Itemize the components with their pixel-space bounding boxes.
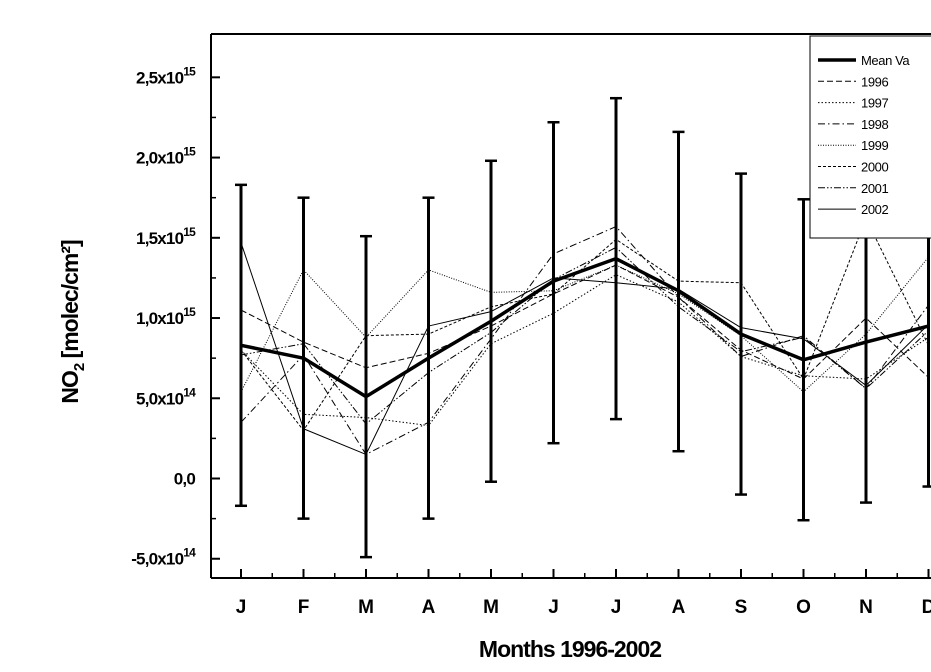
y-tick-label: 1,0x1015 bbox=[136, 305, 196, 328]
series-line-1999 bbox=[240, 256, 929, 393]
legend-label: Mean Va bbox=[861, 53, 910, 68]
x-tick-label: A bbox=[422, 597, 436, 618]
series-line-1998 bbox=[240, 226, 929, 455]
legend-label: 2001 bbox=[861, 181, 888, 196]
series-line-2002 bbox=[240, 242, 929, 455]
y-tick-label: 2,0x1015 bbox=[136, 145, 196, 168]
x-tick-label: J bbox=[548, 597, 559, 618]
legend-label: 1996 bbox=[861, 74, 888, 89]
x-tick-label: S bbox=[735, 597, 748, 618]
y-tick-label: 1,5x1015 bbox=[136, 225, 196, 248]
legend-label: 1997 bbox=[861, 96, 888, 111]
x-tick-label: D bbox=[922, 597, 931, 618]
series-line-2001 bbox=[240, 246, 929, 425]
x-tick-label: M bbox=[358, 597, 374, 618]
error-bars bbox=[235, 96, 931, 559]
y-tick-label: 5,0x1014 bbox=[136, 385, 196, 408]
series-line-1996 bbox=[240, 264, 929, 380]
legend-label: 1998 bbox=[861, 117, 888, 132]
x-tick-label: M bbox=[483, 597, 499, 618]
axes: 2,5x1015 2,0x1015 1,5x1015 1,0x1015 5,0x1014… bbox=[131, 33, 931, 618]
legend-label: 2000 bbox=[861, 160, 888, 175]
series-group bbox=[240, 218, 929, 455]
x-tick-label: F bbox=[298, 597, 310, 618]
legend-box bbox=[809, 35, 931, 239]
x-tick-label: A bbox=[672, 597, 686, 618]
legend: Mean Va 1996 1997 1998 1999 2000 2001 2002 bbox=[809, 35, 931, 239]
y-tick-label: 2,5x1015 bbox=[136, 64, 196, 87]
series-line-mean-va bbox=[240, 256, 929, 399]
series-line-1997 bbox=[240, 274, 929, 427]
y-tick-label: 0,0 bbox=[174, 470, 196, 489]
x-tick-label: N bbox=[859, 597, 873, 618]
x-tick-label: J bbox=[611, 597, 622, 618]
y-axis-title: NO2 [molec/cm²] bbox=[57, 240, 88, 404]
x-tick-label: J bbox=[236, 597, 247, 618]
x-tick-label: O bbox=[796, 597, 811, 618]
y-tick-label: -5,0x1014 bbox=[131, 546, 196, 569]
x-axis-title: Months 1996-2002 bbox=[479, 636, 661, 662]
legend-label: 1999 bbox=[861, 138, 888, 153]
legend-label: 2002 bbox=[861, 202, 888, 217]
series-line-2000 bbox=[240, 218, 929, 431]
